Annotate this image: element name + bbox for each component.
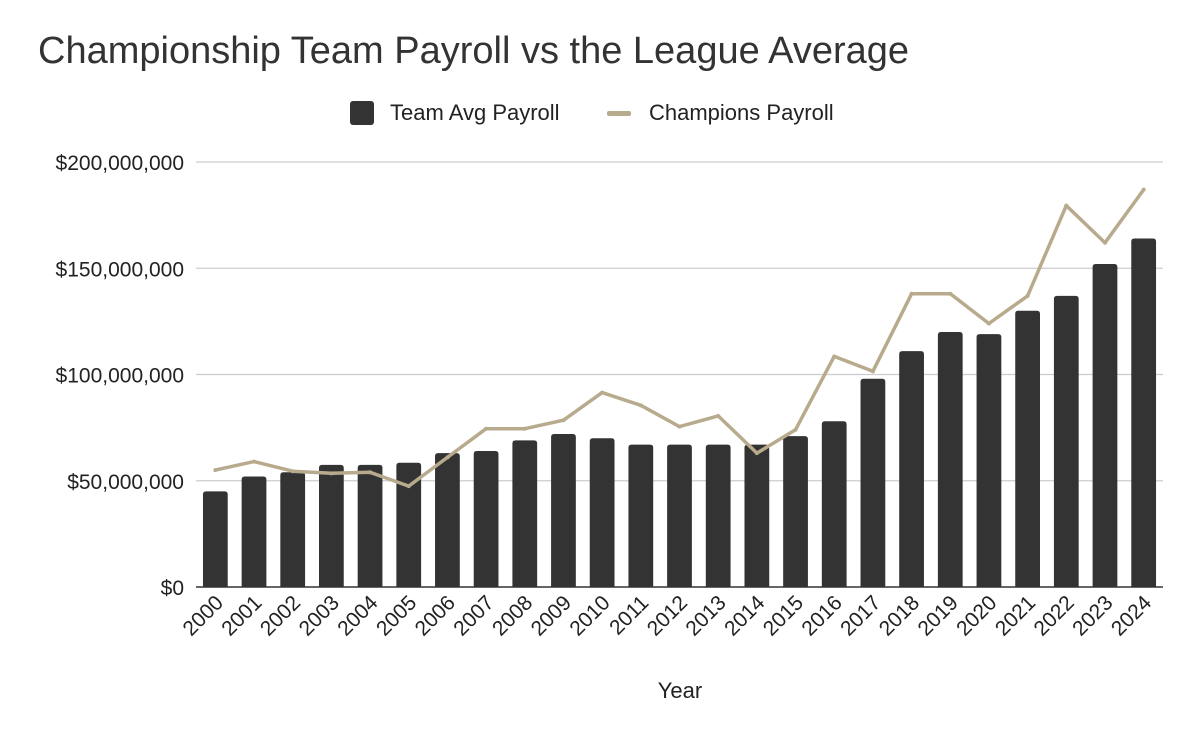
bar-2021[interactable] xyxy=(1015,310,1040,587)
bar-2000[interactable] xyxy=(202,491,228,587)
bar-2001[interactable] xyxy=(241,476,267,588)
x-tick-label: 2009 xyxy=(527,591,576,640)
bar-2015[interactable] xyxy=(783,436,808,587)
champions-point-2012[interactable] xyxy=(677,424,682,429)
x-tick-label: 2008 xyxy=(488,591,537,640)
champions-point-2015[interactable] xyxy=(793,427,798,432)
legend: Team Avg Payroll Champions Payroll xyxy=(0,98,1200,128)
x-tick-label: 2014 xyxy=(720,591,770,641)
bar-2011[interactable] xyxy=(628,444,654,587)
y-tick-label: $200,000,000 xyxy=(56,152,184,175)
bar-2019[interactable] xyxy=(937,332,963,587)
x-tick-label: 2002 xyxy=(256,591,305,640)
champions-point-2011[interactable] xyxy=(638,403,643,408)
legend-swatch-bar xyxy=(350,101,374,125)
champions-point-2004[interactable] xyxy=(368,470,373,475)
champions-point-2000[interactable] xyxy=(213,468,218,473)
x-tick-label: 2012 xyxy=(643,591,692,640)
x-tick-label: 2006 xyxy=(411,591,460,640)
champions-point-2020[interactable] xyxy=(986,321,991,326)
x-tick-label: 2003 xyxy=(295,591,344,640)
champions-point-2023[interactable] xyxy=(1102,240,1107,245)
y-tick-label: $150,000,000 xyxy=(56,258,184,281)
bar-2004[interactable] xyxy=(357,464,383,587)
champions-point-2019[interactable] xyxy=(948,291,953,296)
legend-item-team-avg-payroll[interactable]: Team Avg Payroll xyxy=(350,98,560,128)
x-tick-label: 2017 xyxy=(836,591,885,640)
champions-point-2007[interactable] xyxy=(484,426,489,431)
champions-point-2013[interactable] xyxy=(716,413,721,418)
champions-payroll-line[interactable] xyxy=(213,187,1146,488)
champions-point-2014[interactable] xyxy=(754,451,759,456)
bar-2006[interactable] xyxy=(435,453,460,587)
x-tick-label: 2000 xyxy=(179,591,228,640)
champions-point-2008[interactable] xyxy=(522,426,527,431)
bar-2018[interactable] xyxy=(899,351,924,587)
x-tick-label: 2016 xyxy=(797,591,846,640)
x-tick-label: 2001 xyxy=(217,591,266,640)
x-tick-label: 2024 xyxy=(1107,591,1157,641)
champions-point-2024[interactable] xyxy=(1141,187,1146,192)
x-tick-label: 2005 xyxy=(372,591,421,640)
legend-label: Champions Payroll xyxy=(649,100,834,125)
x-tick-label: 2004 xyxy=(333,591,383,641)
bar-2020[interactable] xyxy=(976,334,1002,587)
x-tick-label: 2021 xyxy=(991,591,1040,640)
champions-point-2003[interactable] xyxy=(329,471,334,476)
x-tick-label: 2011 xyxy=(605,591,653,639)
bar-2009[interactable] xyxy=(551,434,576,587)
x-axis-title: Year xyxy=(657,678,703,703)
chart-title: Championship Team Payroll vs the League … xyxy=(38,30,910,72)
bar-2016[interactable] xyxy=(821,421,847,587)
x-tick-label: 2010 xyxy=(565,591,614,640)
champions-point-2018[interactable] xyxy=(909,291,914,296)
bar-2017[interactable] xyxy=(860,378,886,587)
bar-2003[interactable] xyxy=(319,464,344,587)
bar-2013[interactable] xyxy=(705,444,731,587)
legend-label: Team Avg Payroll xyxy=(390,100,560,125)
bar-2023[interactable] xyxy=(1092,264,1118,587)
bar-2012[interactable] xyxy=(667,444,692,587)
x-tick-label: 2013 xyxy=(681,591,730,640)
champions-point-2021[interactable] xyxy=(1025,293,1030,298)
champions-point-2009[interactable] xyxy=(561,418,566,423)
y-tick-label: $100,000,000 xyxy=(56,365,184,388)
x-tick-label: 2019 xyxy=(913,591,962,640)
bar-2024[interactable] xyxy=(1131,238,1157,588)
champions-point-2016[interactable] xyxy=(832,354,837,359)
bar-2007[interactable] xyxy=(473,451,499,587)
champions-point-2001[interactable] xyxy=(252,459,257,464)
champions-point-2006[interactable] xyxy=(445,455,450,460)
champions-point-2005[interactable] xyxy=(406,484,411,489)
bar-2022[interactable] xyxy=(1053,295,1079,587)
x-tick-label: 2015 xyxy=(759,591,808,640)
bar-2010[interactable] xyxy=(589,438,615,587)
legend-swatch-line xyxy=(607,110,631,116)
x-tick-label: 2020 xyxy=(952,591,1001,640)
bar-2008[interactable] xyxy=(512,440,538,587)
bar-2002[interactable] xyxy=(280,472,306,587)
champions-point-2010[interactable] xyxy=(600,390,605,395)
y-tick-label: $0 xyxy=(161,577,184,600)
bar-2014[interactable] xyxy=(744,444,770,587)
legend-item-champions-payroll[interactable]: Champions Payroll xyxy=(607,98,834,128)
x-tick-label: 2023 xyxy=(1068,591,1117,640)
champions-point-2017[interactable] xyxy=(870,369,875,374)
y-tick-label: $50,000,000 xyxy=(67,471,184,494)
x-tick-label: 2018 xyxy=(875,591,924,640)
bar-2005[interactable] xyxy=(396,462,422,587)
champions-point-2002[interactable] xyxy=(290,469,295,474)
champions-point-2022[interactable] xyxy=(1064,203,1069,208)
x-tick-label: 2007 xyxy=(449,591,498,640)
x-tick-label: 2022 xyxy=(1030,591,1079,640)
